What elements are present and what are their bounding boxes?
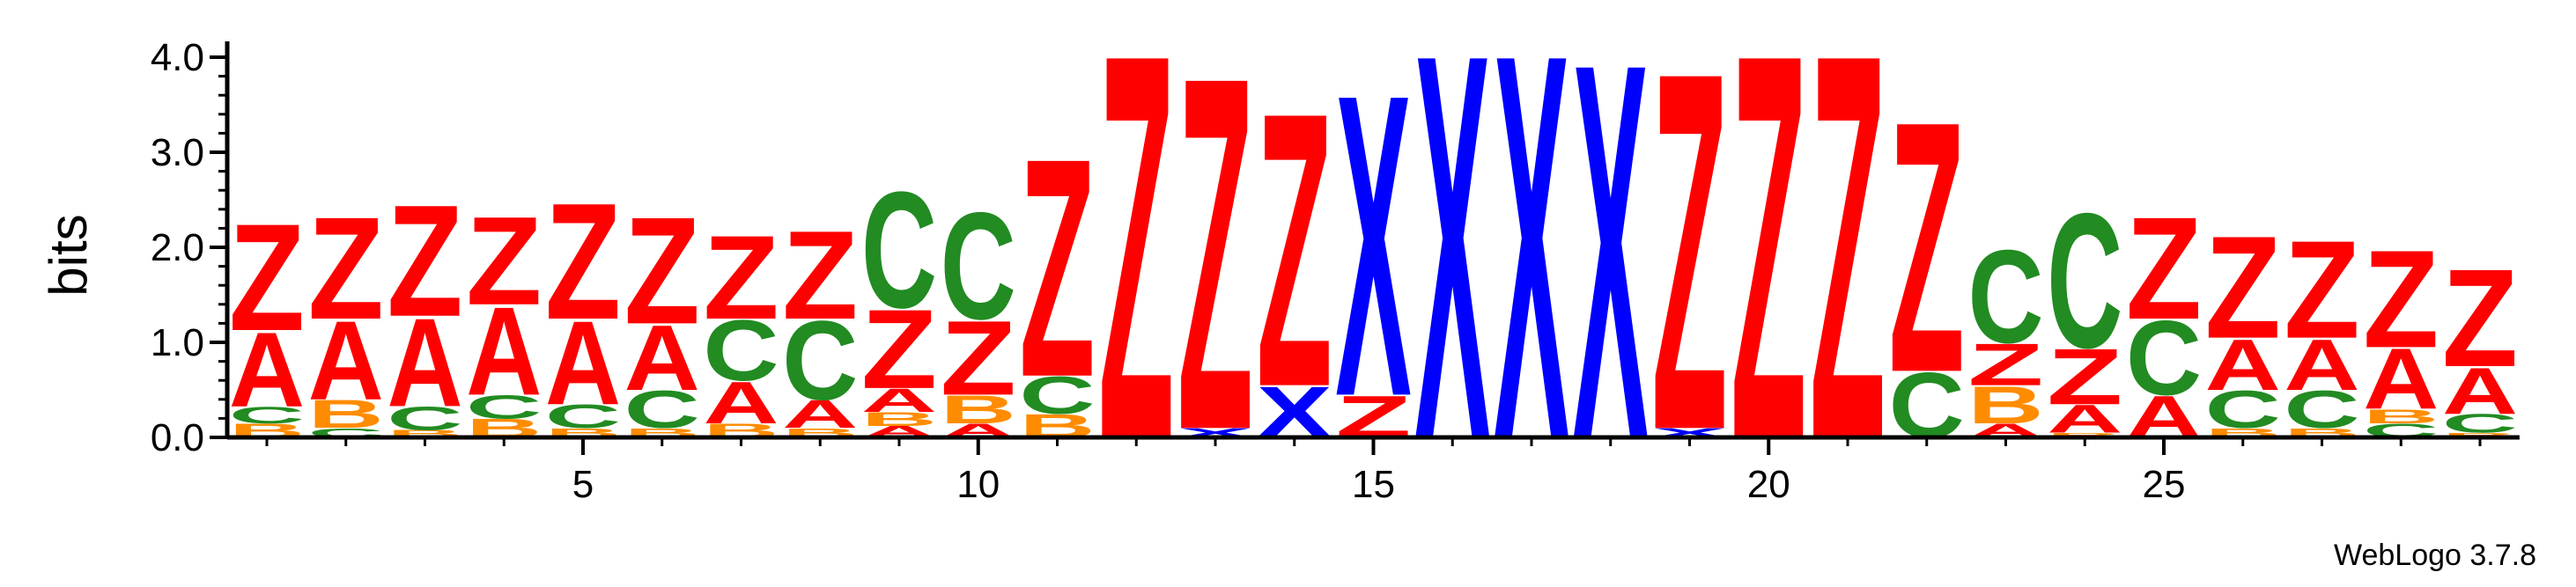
logo-glyph-a: A (861, 382, 937, 419)
logo-glyph-a: A (308, 298, 384, 424)
logo-glyph-z: Z (861, 286, 937, 413)
x-tick-label: 5 (572, 463, 594, 506)
y-tick-label: 1.0 (151, 321, 204, 364)
logo-glyph-a: A (545, 297, 621, 430)
logo-glyph-z: Z (1651, 0, 1727, 537)
logo-glyph-z: Z (2047, 333, 2122, 422)
logo-glyph-c: C (1019, 366, 1095, 426)
logo-glyph-x: X (1335, 4, 1412, 486)
logo-glyph-c: C (941, 180, 1016, 352)
logo-glyph-z: Z (2126, 187, 2202, 349)
logo-glyph-a: A (703, 369, 779, 436)
logo-glyph-c: C (545, 398, 621, 435)
logo-glyph-x: X (1573, 0, 1650, 552)
logo-glyph-c: C (466, 388, 542, 425)
logo-glyph-a: A (2284, 324, 2359, 406)
logo-glyph-z: Z (782, 205, 858, 346)
logo-glyph-x: X (1414, 0, 1491, 554)
logo-glyph-z: Z (1098, 0, 1174, 555)
logo-glyph-c: C (2442, 409, 2518, 439)
y-tick-label: 3.0 (151, 131, 204, 174)
logo-glyph-b: B (861, 408, 937, 430)
logo-glyph-a: A (387, 292, 462, 433)
logo-glyph-c: C (2284, 380, 2359, 440)
logo-glyph-c: C (2047, 174, 2122, 388)
logo-glyph-a: A (2047, 397, 2122, 442)
logo-glyph-z: Z (2284, 211, 2359, 367)
x-tick-label: 15 (1352, 463, 1395, 506)
logo-glyph-b: B (2047, 431, 2122, 438)
logo-glyph-c: C (782, 298, 858, 424)
logo-glyph-c: C (2126, 299, 2202, 418)
logo-glyph-a: A (229, 311, 305, 429)
logo-glyph-c: C (624, 380, 700, 440)
logo-glyph-z: Z (1731, 0, 1806, 555)
logo-glyph-a: A (466, 281, 542, 422)
logo-glyph-z: Z (941, 298, 1016, 417)
logo-glyph-b: B (308, 393, 384, 437)
y-tick-label: 0.0 (151, 416, 204, 459)
logo-glyph-z: Z (703, 211, 779, 344)
x-tick-label: 25 (2143, 463, 2186, 506)
logo-glyph-z: Z (545, 169, 621, 355)
y-tick-label: 2.0 (151, 226, 204, 269)
logo-glyph-z: Z (1810, 0, 1886, 555)
logo-glyph-a: A (2205, 324, 2281, 406)
logo-glyph-z: Z (2363, 221, 2439, 377)
axis-layer: 0.0 1.0 2.0 3.0 4.0 5 10 15 20 25 (151, 36, 2520, 506)
logo-glyph-z: Z (1889, 47, 1965, 448)
logo-glyph-c: C (1967, 223, 2043, 371)
logo-glyph-z: Z (2442, 239, 2518, 395)
glyph-layer: BCAZCBAZBCAZBCAZBCAZBCAZBACZBACZABAZCABZ… (229, 0, 2518, 555)
logo-glyph-z: Z (229, 193, 305, 363)
logo-glyph-c: C (703, 303, 779, 400)
logo-glyph-z: Z (1257, 31, 1332, 468)
logo-glyph-b: B (2363, 406, 2439, 428)
logo-glyph-b: B (1967, 376, 2043, 436)
x-tick-label: 10 (956, 463, 1000, 506)
version-label: WebLogo 3.7.8 (2334, 539, 2536, 572)
logo-glyph-z: Z (308, 187, 384, 349)
x-tick-label: 20 (1747, 463, 1790, 506)
y-axis-label: bits (39, 214, 98, 296)
logo-glyph-a: A (624, 305, 700, 409)
logo-glyph-c: C (861, 158, 937, 342)
logo-glyph-a: A (2363, 332, 2439, 429)
logo-glyph-z: Z (1967, 332, 2043, 398)
logo-glyph-b: B (941, 387, 1016, 432)
logo-glyph-a: A (782, 393, 858, 437)
y-tick-label: 4.0 (151, 36, 204, 79)
logo-glyph-b: B (2442, 431, 2518, 438)
logo-glyph-c: C (2205, 380, 2281, 440)
logo-glyph-z: Z (624, 187, 700, 356)
logo-glyph-z: Z (466, 191, 542, 332)
logo-glyph-c: C (229, 402, 305, 429)
logo-glyph-z: Z (2205, 206, 2281, 369)
logo-glyph-z: Z (1177, 0, 1253, 535)
logo-glyph-a: A (2442, 355, 2518, 429)
logo-glyph-c: C (387, 400, 462, 437)
logo-glyph-x: X (1494, 0, 1570, 554)
logo-glyph-z: Z (1019, 94, 1095, 443)
logo-glyph-z: Z (387, 172, 462, 350)
